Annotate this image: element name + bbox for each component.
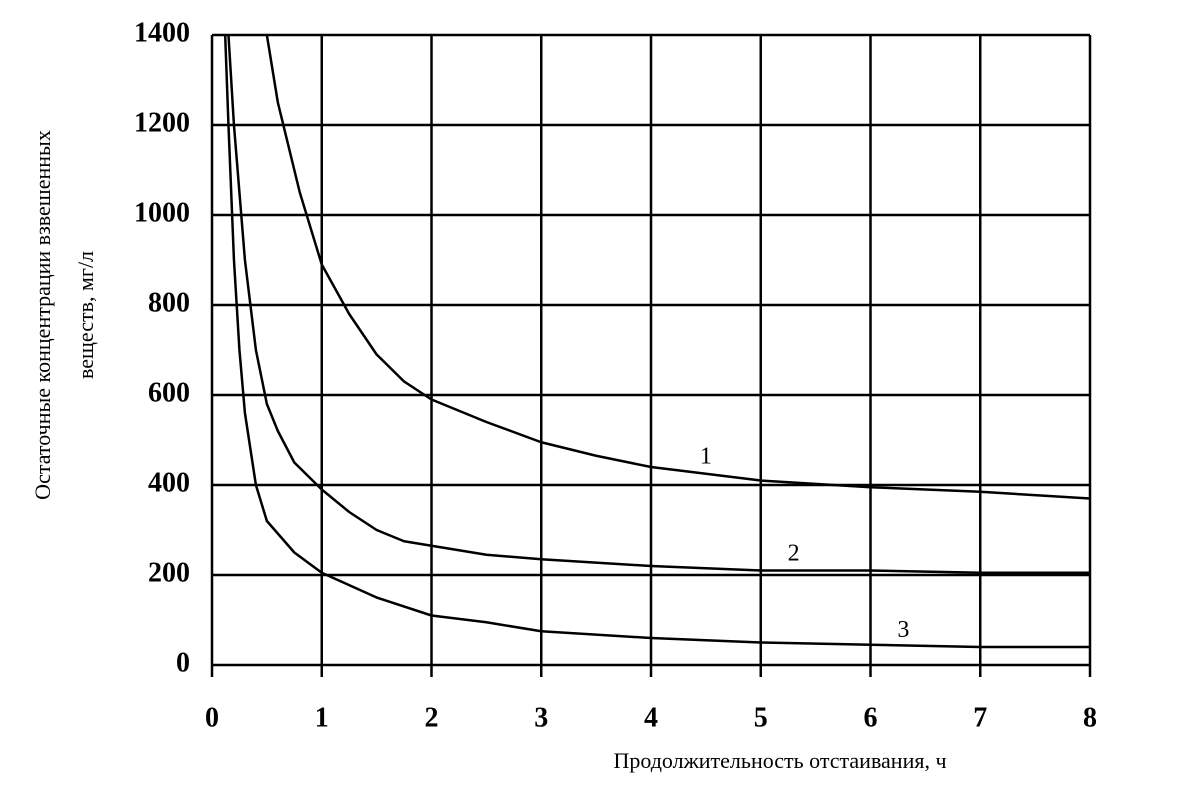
curve-label: 1 — [700, 444, 712, 470]
x-tick-label: 5 — [754, 702, 768, 733]
x-tick-label: 4 — [644, 702, 658, 733]
y-tick-label: 0 — [176, 647, 190, 678]
curve-label: 3 — [897, 617, 909, 643]
y-tick-label: 200 — [148, 557, 190, 588]
x-tick-label: 7 — [973, 702, 987, 733]
y-tick-label: 1200 — [134, 107, 190, 138]
y-tick-label: 400 — [148, 467, 190, 498]
x-tick-label: 0 — [205, 702, 219, 733]
x-tick-label: 2 — [425, 702, 439, 733]
y-tick-label: 1400 — [134, 17, 190, 48]
y-tick-label: 800 — [148, 287, 190, 318]
x-tick-label: 8 — [1083, 702, 1097, 733]
line-series — [227, 34, 1090, 574]
line-series — [223, 34, 1090, 649]
y-tick-label: 1000 — [134, 197, 190, 228]
curve-label: 2 — [788, 540, 800, 566]
x-axis-title: Продолжительность отстаивания, ч — [613, 748, 946, 773]
y-axis-title: веществ, мг/л — [73, 251, 98, 379]
y-axis-title: Остаточные концентрации взвешенных — [30, 130, 55, 500]
x-tick-label: 3 — [534, 702, 548, 733]
y-tick-label: 600 — [148, 377, 190, 408]
x-tick-label: 6 — [864, 702, 878, 733]
x-tick-label: 1 — [315, 702, 329, 733]
line-series — [265, 34, 1091, 500]
